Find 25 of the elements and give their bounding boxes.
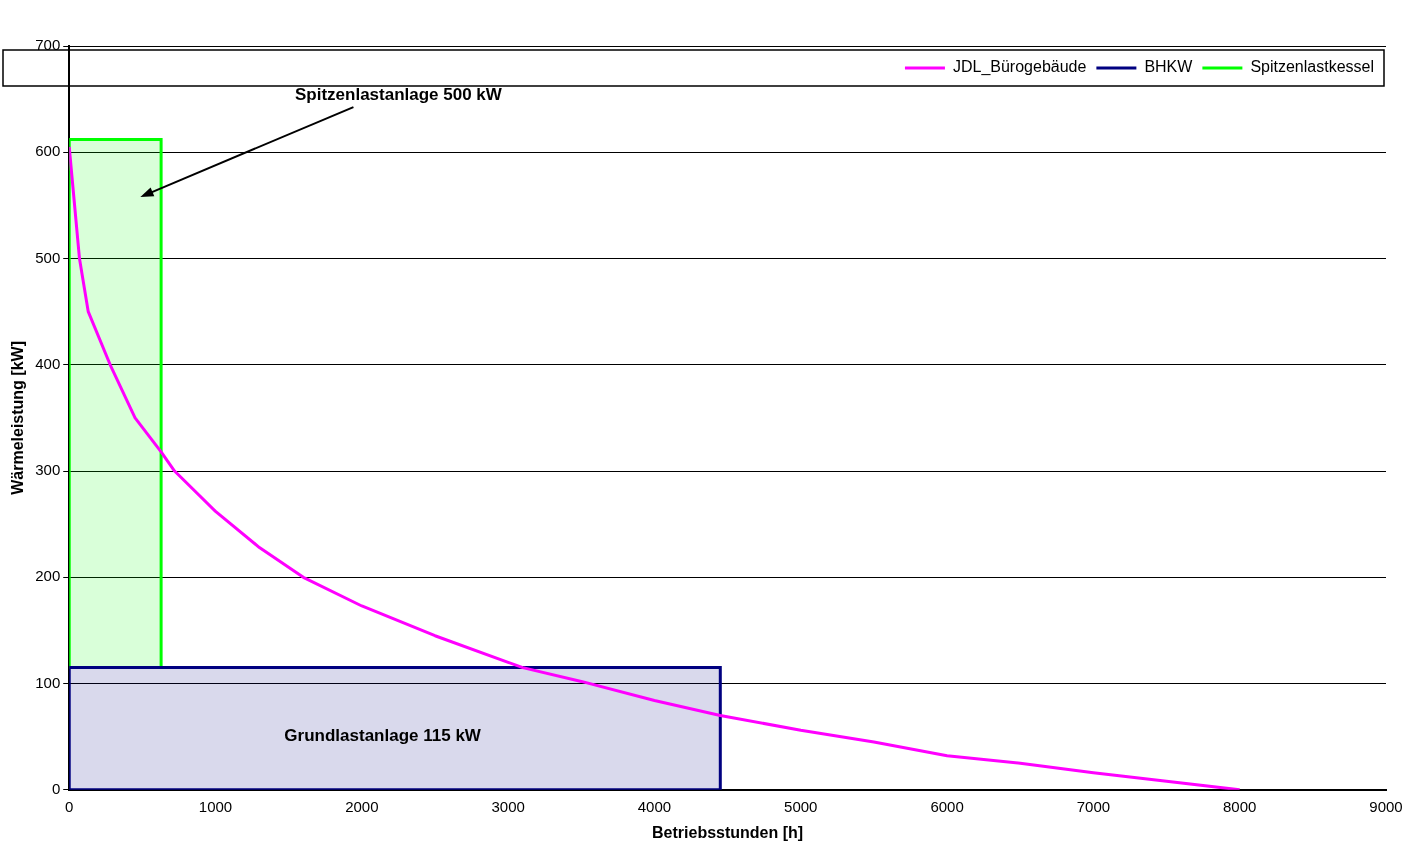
legend-label: JDL_Bürogebäude (952, 58, 1087, 77)
x-tick-label: 4000 (637, 797, 672, 815)
y-tick-label: 700 (35, 36, 61, 54)
x-tick-label: 1000 (198, 797, 233, 815)
x-tick-label: 2000 (345, 797, 379, 815)
y-axis-title: Wärmeleistung [kW] (9, 341, 27, 495)
y-tick-label: 500 (35, 248, 61, 266)
x-tick-label: 9000 (1369, 797, 1403, 815)
x-tick-label: 0 (65, 797, 74, 815)
y-tick-label: 600 (35, 142, 61, 160)
y-tick-label: 0 (51, 779, 61, 797)
legend-label: Spitzenlastkessel (1250, 58, 1375, 76)
y-tick-label: 200 (35, 567, 61, 585)
x-tick-label: 7000 (1076, 797, 1111, 815)
x-tick-label: 3000 (491, 797, 525, 815)
x-tick-label: 5000 (784, 797, 818, 815)
y-tick-label: 300 (35, 461, 61, 479)
annotation: Grundlastanlage 115 kW (284, 725, 482, 745)
x-axis-title: Betriebsstunden [h] (652, 823, 804, 841)
legend-label: BHKW (1144, 58, 1194, 76)
annotation: Spitzenlastanlage 500 kW (294, 84, 503, 104)
y-tick-label: 100 (35, 673, 61, 691)
x-tick-label: 6000 (930, 797, 964, 815)
x-tick-label: 8000 (1223, 797, 1257, 815)
y-tick-label: 400 (35, 354, 61, 372)
